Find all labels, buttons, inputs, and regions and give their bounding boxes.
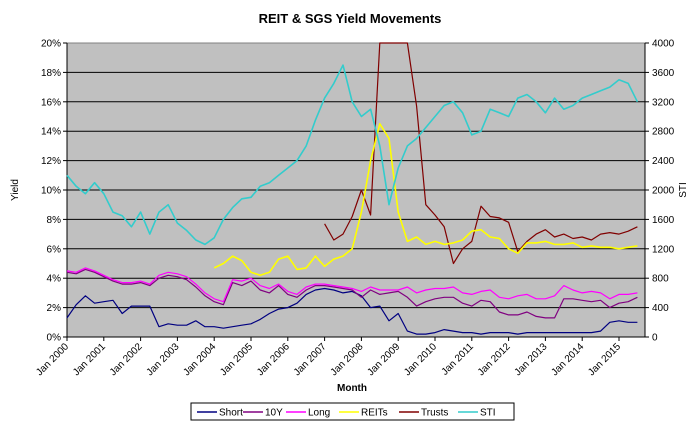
- y-tick-label: 0%: [47, 333, 62, 344]
- x-tick-label: Jan 2010: [402, 341, 439, 378]
- legend-label-short: Short: [219, 408, 243, 419]
- gridlines: [67, 71, 645, 309]
- x-tick-label: Jan 2001: [71, 341, 108, 378]
- chart-title: REIT & SGS Yield Movements: [259, 11, 442, 26]
- legend-label-trusts: Trusts: [421, 408, 448, 419]
- y-axis-title: Yield: [10, 179, 21, 201]
- y2-tick-label: 2000: [652, 186, 675, 197]
- x-tick-label: Jan 2013: [513, 341, 550, 378]
- legend-label-10y: 10Y: [265, 408, 283, 419]
- y2-tick-label: 0: [652, 333, 658, 344]
- y2-tick-label: 4000: [652, 39, 675, 50]
- x-axis: Jan 2000 Jan 2001 Jan 2002 Jan 2003 Jan 2004…: [34, 336, 645, 378]
- y2-tick-label: 1600: [652, 215, 675, 226]
- x-tick-label: Jan 2004: [181, 341, 218, 378]
- y2-tick-label: 1200: [652, 244, 675, 255]
- y-tick-label: 4%: [47, 274, 62, 285]
- x-tick-label: Jan 2009: [365, 341, 402, 378]
- y-tick-label: 18%: [41, 68, 61, 79]
- legend-label-sti: STI: [480, 408, 496, 419]
- legend-label-reits: REITs: [361, 408, 388, 419]
- series-line-long: [66, 267, 638, 303]
- x-tick-label: Jan 2011: [440, 341, 477, 378]
- x-tick-label: Jan 2015: [586, 341, 623, 378]
- y2-tick-label: 3200: [652, 97, 675, 108]
- x-tick-label: Jan 2008: [329, 341, 366, 378]
- y2-tick-label: 2400: [652, 156, 675, 167]
- y2-tick-label: 800: [652, 274, 669, 285]
- y-tick-label: 14%: [41, 127, 61, 138]
- x-tick-label: Jan 2000: [34, 341, 71, 378]
- y2-tick-label: 2800: [652, 127, 675, 138]
- y2-tick-label: 400: [652, 303, 669, 314]
- y2-axis-title: STI: [678, 182, 689, 198]
- y-tick-label: 10%: [41, 186, 61, 197]
- legend: Short 10Y Long REITs Trusts STI: [190, 402, 515, 421]
- y-axis-left: 0% 2% 4% 6% 8% 10% 12% 14% 16% 18% 20%: [41, 39, 68, 344]
- y2-tick-label: 3600: [652, 68, 675, 79]
- x-axis-title: Month: [337, 383, 367, 394]
- series-line-10y: [66, 268, 638, 319]
- y-tick-label: 2%: [47, 303, 62, 314]
- x-tick-label: Jan 2003: [145, 341, 182, 378]
- series-line-reits: [213, 123, 638, 277]
- y-tick-label: 6%: [47, 244, 62, 255]
- x-tick-label: Jan 2006: [255, 341, 292, 378]
- series-line-sti: [66, 64, 639, 246]
- y-axis-right: 0 400 800 1200 1600 2000 2400 2800 3200 3600 4000: [644, 39, 675, 344]
- x-tick-label: Jan 2014: [549, 341, 586, 378]
- y-tick-label: 16%: [41, 97, 61, 108]
- x-tick-label: Jan 2007: [292, 341, 329, 378]
- series-lines: [66, 42, 639, 335]
- y-tick-label: 8%: [47, 215, 62, 226]
- x-tick-label: Jan 2005: [218, 341, 255, 378]
- series-line-short: [66, 287, 638, 335]
- y-tick-label: 20%: [41, 39, 61, 50]
- x-tick-label: Jan 2002: [108, 341, 145, 378]
- y-tick-label: 12%: [41, 156, 61, 167]
- x-tick-label: Jan 2012: [476, 341, 513, 378]
- series-line-trusts: [324, 42, 638, 265]
- legend-label-long: Long: [308, 408, 330, 419]
